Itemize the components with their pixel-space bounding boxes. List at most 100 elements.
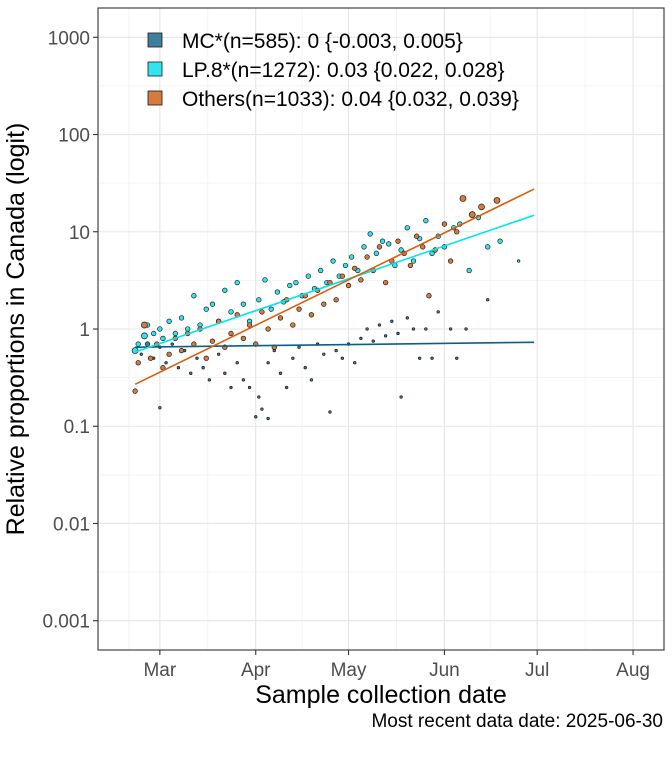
data-point-series-0 bbox=[334, 348, 338, 353]
data-point-series-0 bbox=[411, 327, 416, 331]
data-point-series-0 bbox=[164, 361, 168, 365]
legend-key-series-1 bbox=[147, 61, 163, 77]
data-point-series-0 bbox=[189, 371, 193, 375]
x-tick-label: Jul bbox=[525, 660, 549, 681]
data-point-series-0 bbox=[176, 366, 181, 370]
data-point-series-1 bbox=[330, 258, 336, 264]
data-point-series-1 bbox=[516, 259, 521, 263]
data-point-series-2 bbox=[493, 197, 501, 204]
fit-line-series-2 bbox=[134, 188, 535, 386]
data-point-series-1 bbox=[361, 244, 367, 250]
legend-label-series-0: MC*(n=585): 0 {-0.003, 0.005} bbox=[182, 30, 463, 53]
y-tick-label: 0.001 bbox=[42, 612, 90, 633]
legend-key-series-0 bbox=[147, 32, 163, 48]
data-point-series-1 bbox=[157, 326, 163, 332]
data-point-series-0 bbox=[359, 336, 363, 341]
data-point-series-1 bbox=[172, 330, 178, 337]
data-point-series-1 bbox=[151, 330, 157, 337]
y-tick-label: 10 bbox=[69, 223, 90, 244]
data-point-series-0 bbox=[353, 361, 357, 365]
data-point-series-0 bbox=[309, 378, 314, 382]
data-point-series-1 bbox=[178, 315, 185, 321]
x-axis: Mar Apr May Jun Jul Aug bbox=[143, 650, 650, 681]
data-point-series-2 bbox=[376, 244, 383, 250]
data-point-series-2 bbox=[296, 306, 302, 312]
y-tick-label: 100 bbox=[58, 126, 90, 147]
data-point-series-1 bbox=[466, 267, 472, 274]
data-point-series-0 bbox=[216, 352, 221, 356]
data-point-series-0 bbox=[139, 352, 143, 356]
data-point-series-0 bbox=[144, 341, 151, 347]
data-point-series-0 bbox=[257, 395, 261, 399]
legend-label-series-1: LP.8*(n=1272): 0.03 {0.022, 0.028} bbox=[182, 59, 505, 82]
fit-line-series-1 bbox=[134, 214, 535, 353]
data-point-series-1 bbox=[141, 332, 148, 340]
data-point-series-1 bbox=[228, 309, 234, 315]
data-point-series-2 bbox=[277, 315, 284, 321]
grid-major bbox=[98, 8, 664, 650]
data-point-series-2 bbox=[447, 258, 454, 264]
data-point-series-0 bbox=[322, 352, 326, 356]
data-point-series-2 bbox=[382, 279, 389, 286]
data-point-series-2 bbox=[321, 301, 327, 307]
data-point-series-1 bbox=[497, 238, 503, 244]
data-point-series-2 bbox=[308, 312, 315, 318]
fit-lines bbox=[134, 188, 535, 386]
data-point-series-1 bbox=[287, 282, 293, 289]
data-point-series-0 bbox=[390, 319, 394, 323]
data-point-series-0 bbox=[486, 298, 490, 302]
data-point-series-2 bbox=[135, 360, 141, 366]
data-point-series-0 bbox=[430, 356, 434, 360]
data-point-series-0 bbox=[170, 342, 174, 346]
data-point-series-1 bbox=[398, 247, 404, 253]
data-point-series-0 bbox=[247, 385, 252, 390]
data-point-series-1 bbox=[203, 306, 209, 312]
data-point-series-0 bbox=[266, 361, 270, 365]
data-point-series-1 bbox=[293, 279, 299, 286]
x-tick-label: Apr bbox=[241, 660, 271, 681]
data-point-series-0 bbox=[340, 356, 344, 360]
data-point-series-0 bbox=[297, 345, 301, 349]
data-point-series-0 bbox=[448, 327, 453, 331]
data-point-series-0 bbox=[223, 371, 227, 375]
data-point-series-1 bbox=[166, 318, 172, 324]
data-point-series-2 bbox=[395, 238, 401, 244]
data-point-series-1 bbox=[160, 335, 166, 342]
x-axis-title: Sample collection date bbox=[255, 681, 507, 709]
data-point-series-2 bbox=[345, 282, 352, 289]
data-point-series-2 bbox=[352, 265, 358, 272]
data-point-series-2 bbox=[358, 277, 364, 283]
data-point-series-0 bbox=[377, 323, 382, 327]
data-point-series-1 bbox=[386, 241, 392, 247]
legend: MC*(n=585): 0 {-0.003, 0.005} LP.8*(n=127… bbox=[147, 30, 519, 111]
data-point-series-2 bbox=[166, 351, 172, 357]
data-point-series-2 bbox=[141, 321, 148, 329]
y-tick-label: 1000 bbox=[48, 28, 90, 49]
data-point-series-1 bbox=[222, 287, 228, 293]
data-point-series-2 bbox=[454, 229, 460, 235]
data-point-series-1 bbox=[209, 301, 216, 307]
data-point-series-0 bbox=[396, 331, 400, 336]
data-point-series-0 bbox=[383, 334, 388, 338]
data-point-series-2 bbox=[147, 355, 154, 361]
y-tick-label: 0.01 bbox=[53, 514, 90, 535]
data-point-series-2 bbox=[459, 195, 467, 202]
data-point-series-2 bbox=[420, 244, 426, 250]
data-point-series-0 bbox=[241, 378, 246, 382]
data-point-series-2 bbox=[333, 297, 339, 303]
x-tick-label: Aug bbox=[616, 660, 650, 681]
legend-key-series-2 bbox=[147, 90, 163, 106]
data-point-series-0 bbox=[371, 339, 375, 343]
data-point-series-0 bbox=[424, 327, 428, 331]
data-point-series-2 bbox=[178, 347, 185, 354]
data-point-series-0 bbox=[235, 361, 239, 365]
data-point-series-2 bbox=[426, 293, 432, 299]
data-point-series-2 bbox=[290, 322, 296, 328]
data-point-series-2 bbox=[364, 254, 370, 260]
data-point-series-0 bbox=[229, 385, 233, 390]
data-point-series-2 bbox=[259, 309, 265, 315]
x-tick-label: Jun bbox=[429, 660, 460, 681]
data-point-series-2 bbox=[407, 262, 414, 269]
data-point-series-2 bbox=[132, 388, 138, 394]
